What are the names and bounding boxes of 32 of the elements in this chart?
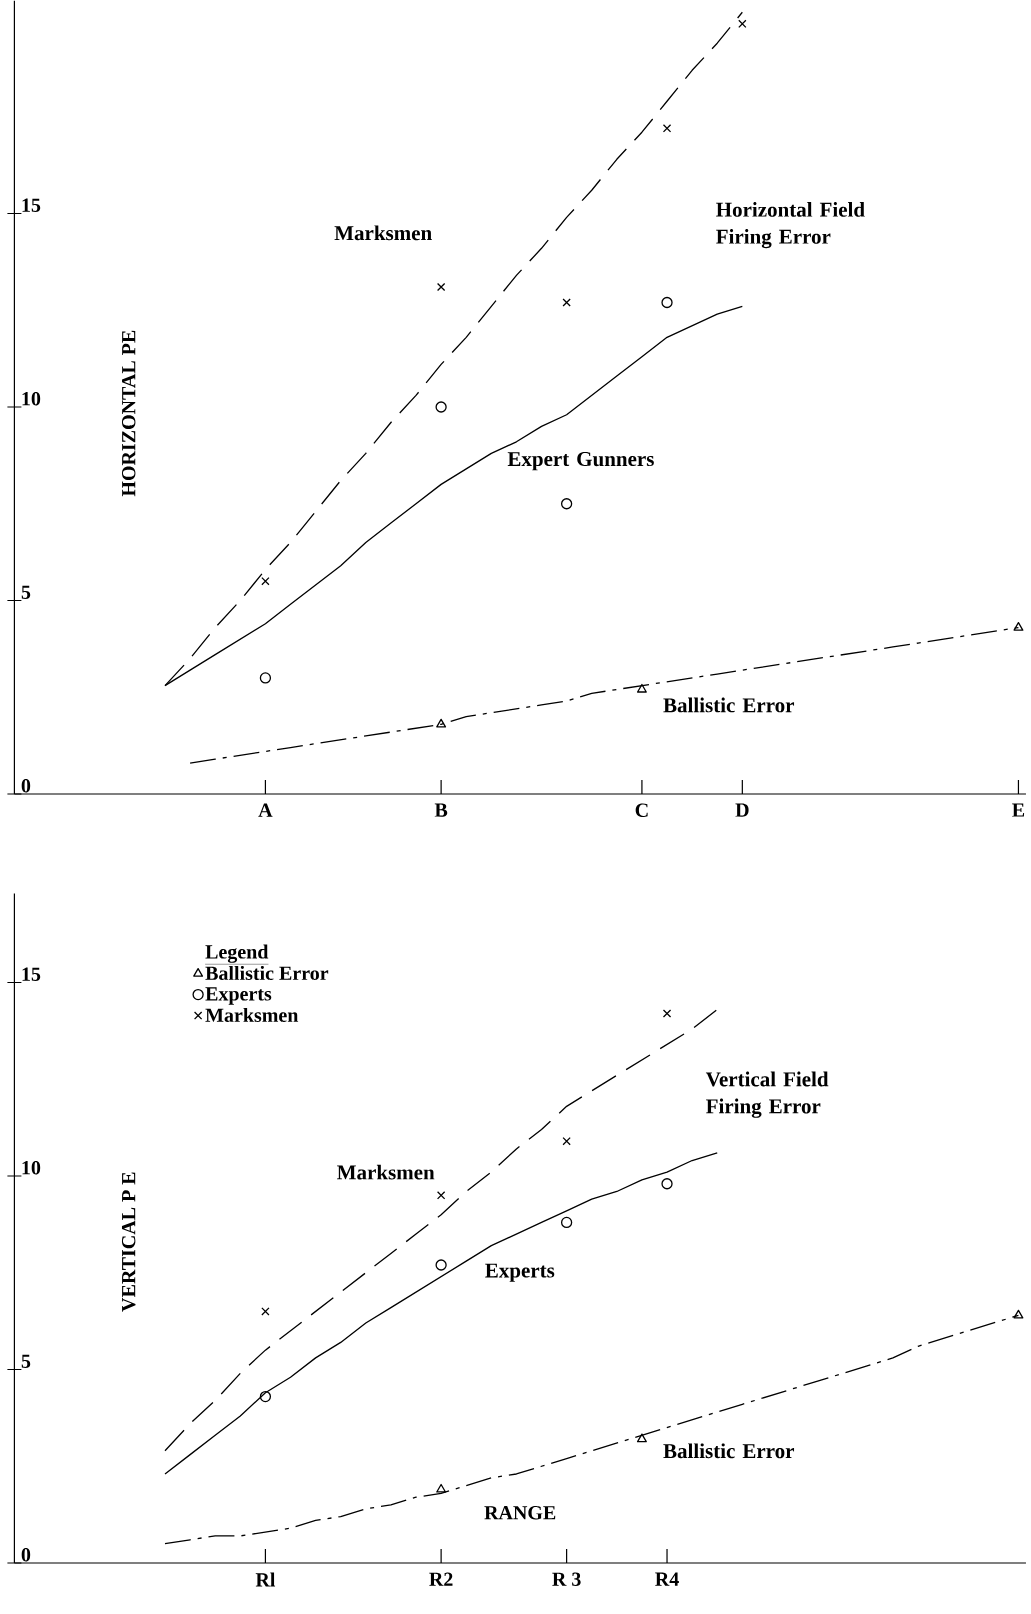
x-tick-label: E [1012, 803, 1025, 817]
y-axis-title: HORIZONTAL PE [122, 330, 136, 497]
x-tick-label: C [635, 803, 648, 817]
annotation: Ballistic Error [663, 1443, 795, 1459]
y-tick-label: 10 [22, 1160, 41, 1175]
y-tick-label: 0 [21, 778, 31, 793]
legend-label: Ballistic Error [205, 965, 329, 980]
x-tick-label: B [434, 803, 448, 817]
annotation: Ballistic Error [663, 697, 795, 713]
y-tick-label: 0 [21, 1547, 31, 1562]
x-tick-label: R4 [655, 1572, 679, 1586]
legend-label: Experts [205, 987, 272, 1005]
annotation: Vertical Field Firing Error [705, 1071, 829, 1118]
x-tick-label: A [258, 803, 273, 817]
x-tick-label: R 3 [552, 1572, 581, 1586]
y-tick-label: 15 [22, 198, 41, 212]
x-tick-label: Rl [255, 1572, 276, 1587]
y-tick-label: 15 [22, 967, 41, 981]
y-axis-title: VERTICAL P E [121, 1172, 136, 1312]
x-tick-label: R2 [429, 1572, 453, 1586]
x-tick-label: D [735, 803, 749, 817]
legend-label: Marksmen [205, 1007, 299, 1022]
annotation: Expert Gunners [507, 451, 654, 471]
y-tick-label: 5 [21, 1354, 31, 1368]
annotation: Horizontal Field Firing Error [716, 201, 865, 249]
annotation: Experts [485, 1263, 555, 1282]
y-tick-label: 5 [21, 585, 31, 599]
annotation: Marksmen [334, 225, 432, 241]
y-tick-label: 10 [22, 391, 41, 406]
x-axis-title: RANGE [484, 1506, 556, 1520]
annotation: Marksmen [337, 1164, 435, 1180]
legend-title: Legend [205, 944, 269, 963]
